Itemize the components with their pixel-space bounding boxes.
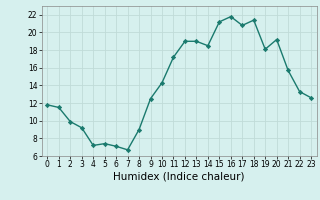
X-axis label: Humidex (Indice chaleur): Humidex (Indice chaleur) — [114, 172, 245, 182]
